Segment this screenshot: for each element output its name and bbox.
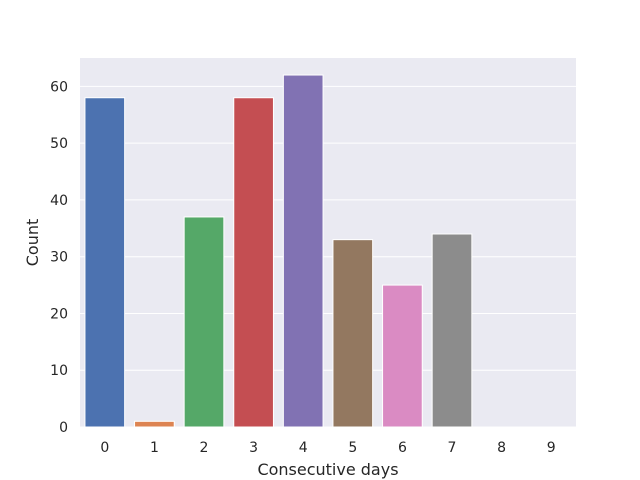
y-tick-labels: 0 10 20 30 40 50 60 (50, 79, 68, 436)
y-tick-label: 20 (50, 306, 68, 322)
y-tick-label: 40 (50, 193, 68, 209)
y-tick-label: 50 (50, 136, 68, 152)
bar-3 (233, 97, 274, 428)
plot-background (80, 58, 576, 427)
y-tick-label: 10 (50, 363, 68, 379)
bar-2 (183, 216, 225, 428)
bar-1 (134, 420, 175, 428)
bar-0 (84, 97, 126, 428)
bars (84, 74, 473, 428)
bar-5 (332, 239, 374, 428)
y-tick-label: 30 (50, 250, 68, 266)
y-tick-label: 60 (50, 79, 68, 95)
x-tick-label: 0 (100, 440, 109, 456)
x-tick-label: 2 (200, 440, 209, 456)
y-tick-label: 0 (59, 420, 68, 436)
x-tick-label: 6 (398, 440, 407, 456)
y-gridlines (80, 85, 576, 428)
bar-4 (282, 74, 324, 428)
x-tick-label: 5 (348, 440, 357, 456)
x-tick-label: 8 (497, 440, 506, 456)
x-tick-label: 9 (547, 440, 556, 456)
x-tick-label: 7 (448, 440, 457, 456)
bar-7 (431, 233, 473, 428)
x-axis-label: Consecutive days (257, 460, 398, 479)
x-tick-label: 1 (150, 440, 159, 456)
x-tick-labels: 0 1 2 3 4 5 6 7 8 9 (100, 440, 555, 456)
x-tick-label: 3 (249, 440, 258, 456)
bar-6 (382, 284, 423, 428)
y-axis-label: Count (23, 219, 42, 267)
x-tick-label: 4 (299, 440, 308, 456)
